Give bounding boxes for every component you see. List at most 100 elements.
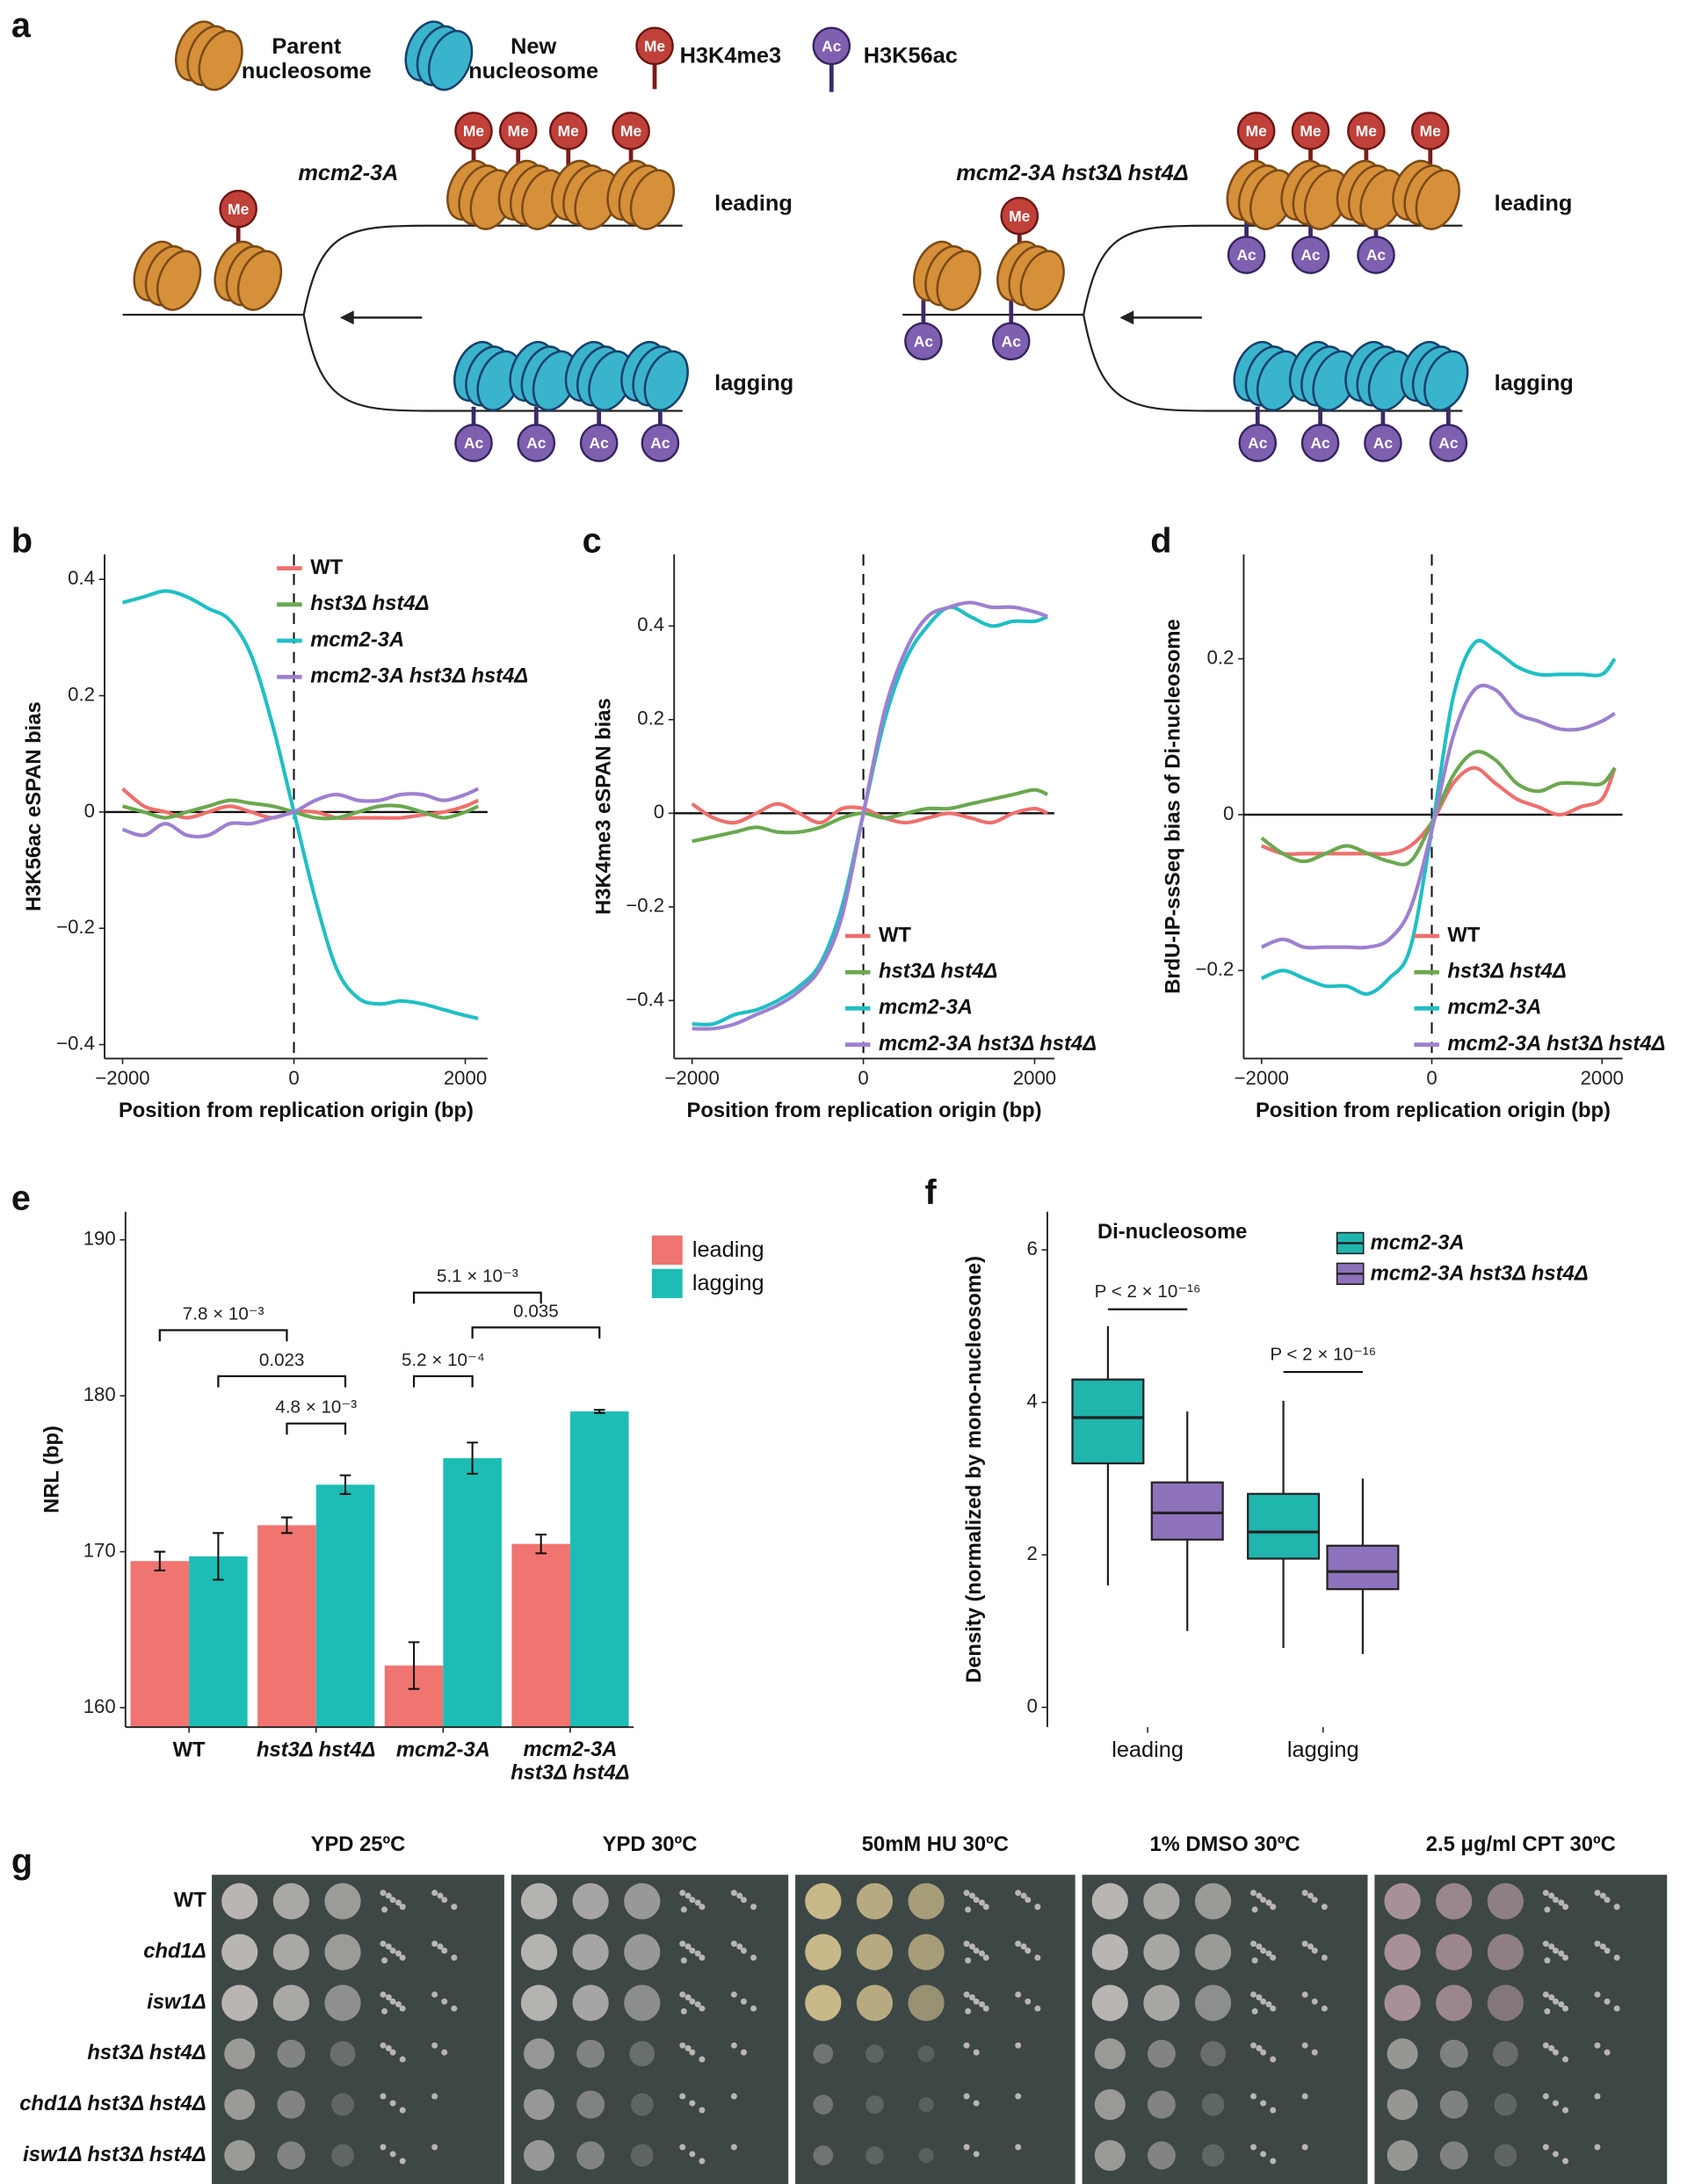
spot [1487,1934,1524,1970]
legend-label: hst3Δ hst4Δ [310,591,429,615]
colony [1604,1897,1611,1904]
strand-label: leading [714,192,793,216]
colony [694,1899,701,1906]
badge-label: Ac [914,332,934,350]
colony [389,1897,396,1904]
colony [1265,2001,1272,2008]
x-tick-label: 0 [858,1067,868,1089]
spot [520,1883,558,1919]
colony [689,1998,696,2005]
colony [694,1950,701,1957]
colony [1562,2056,1569,2063]
nucleosome [629,169,676,230]
colony [968,1994,975,2001]
condition-label: 1% DMSO 30ºC [1149,1832,1300,1856]
badge-label: Me [463,122,485,140]
error-bar [535,1534,547,1555]
colony [1558,1899,1565,1906]
colony [380,1941,387,1948]
spot [1194,1934,1232,1970]
spot [1091,1934,1128,1970]
plate [795,1875,1076,2184]
colony [1562,2107,1569,2114]
y-tick-label: 4 [1027,1390,1038,1412]
plate [1082,1875,1368,2184]
colony [395,2001,402,2008]
badge-label: Me [620,122,642,140]
badge [612,112,650,150]
colony [1542,1941,1549,1948]
colony [968,1943,975,1950]
significance-bracket [471,1326,601,1339]
colony [1256,1943,1263,1950]
colony [1020,1943,1027,1950]
box [1326,1544,1400,1591]
spot [523,2139,555,2172]
spot [1194,1883,1232,1919]
spot [523,2038,555,2070]
colony [699,1954,706,1961]
legend-label: mcm2-3A hst3Δ hst4Δ [310,664,528,688]
colony [680,2007,687,2014]
colony [730,2042,737,2049]
colony [679,2144,686,2151]
bar [443,1458,502,1728]
legend-label: mcm2-3A [1371,1231,1465,1255]
x-tick-label: 0 [1426,1067,1437,1089]
colony [451,2005,458,2012]
colony [1307,1892,1314,1899]
text-line: nucleosome [242,58,372,83]
colony [1548,2044,1555,2051]
colony [1020,1892,1027,1899]
legend-label: lagging [692,1271,764,1295]
badge [1429,424,1468,462]
spot [572,1934,609,1970]
colony [385,1892,392,1899]
spot [1439,2039,1468,2068]
spot [1143,1934,1180,1970]
spot [1091,1984,1128,2021]
spot [865,2044,884,2064]
spot [1436,1883,1473,1919]
legend-label: mcm2-3A hst3Δ hst4Δ [1371,1261,1589,1285]
nucleosome [156,250,202,311]
error-bar [467,1441,478,1475]
spot [630,2093,654,2116]
colony [431,1991,438,1998]
y-tick-label: 0.2 [637,707,664,729]
y-tick-label: −0.4 [626,988,664,1010]
colony [1321,1904,1328,1911]
significance-bracket [217,1375,347,1388]
colony [1260,1948,1267,1955]
error-bar [154,1550,166,1571]
badge [991,322,1031,361]
badge-label: Me [1300,122,1322,140]
colony [1251,1957,1258,1964]
panel-label: g [11,1842,33,1881]
colony [978,1950,985,1957]
badge-label: Ac [1438,434,1459,452]
y-tick-label: 6 [1027,1237,1038,1259]
colony [1301,1890,1308,1897]
y-tick-label: 0.4 [637,613,664,635]
colony [730,1941,737,1948]
colony [1270,2005,1277,2012]
spot [1492,2041,1518,2067]
colony [1251,2007,1258,2014]
colony [381,2007,388,2014]
spot [1147,2141,1176,2170]
strain-label: WT [174,1889,206,1912]
colony [385,2044,392,2051]
badge [1347,112,1386,150]
colony [1613,1904,1620,1911]
y-axis-label: BrdU-IP-ssSeq bias of Di-nucleosome [1161,619,1184,994]
spot [324,1984,361,2021]
bar [130,1561,190,1728]
colony [699,2056,706,2063]
spot [1094,2139,1126,2172]
colony [740,1948,747,1955]
badge-label: Ac [1373,434,1394,452]
colony [1604,1948,1611,1955]
y-axis-label: NRL (bp) [40,1426,64,1513]
badge-label: Ac [526,434,547,452]
